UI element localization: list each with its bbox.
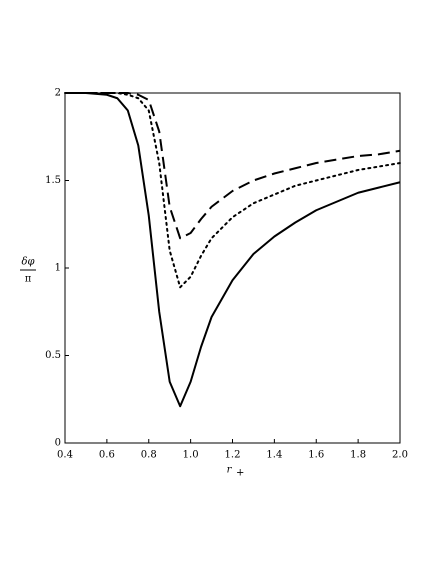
series-line <box>64 92 401 289</box>
x-tick-label: 1.0 <box>183 450 199 461</box>
y-label-denominator: π <box>25 274 32 285</box>
x-tick-label: 2.0 <box>392 450 408 461</box>
series-line <box>65 92 401 408</box>
x-tick-label: 1.4 <box>266 450 282 461</box>
y-tick-label: 2 <box>55 88 61 99</box>
y-label-numerator: δφ <box>21 257 34 268</box>
y-tick-label: 1.5 <box>45 175 61 186</box>
x-label: r <box>227 465 233 476</box>
x-tick-label: 0.4 <box>57 450 73 461</box>
x-label-subscript: + <box>236 468 244 479</box>
y-tick-label: 0.5 <box>45 350 61 361</box>
y-tick-label: 0 <box>55 438 61 449</box>
x-tick-label: 0.8 <box>141 450 157 461</box>
x-tick-label: 1.8 <box>350 450 366 461</box>
x-tick-label: 1.2 <box>225 450 241 461</box>
x-tick-label: 0.6 <box>99 450 115 461</box>
y-tick-label: 1 <box>55 263 61 274</box>
series-line <box>65 92 401 240</box>
x-tick-label: 1.6 <box>308 450 324 461</box>
plot-frame <box>64 92 401 444</box>
